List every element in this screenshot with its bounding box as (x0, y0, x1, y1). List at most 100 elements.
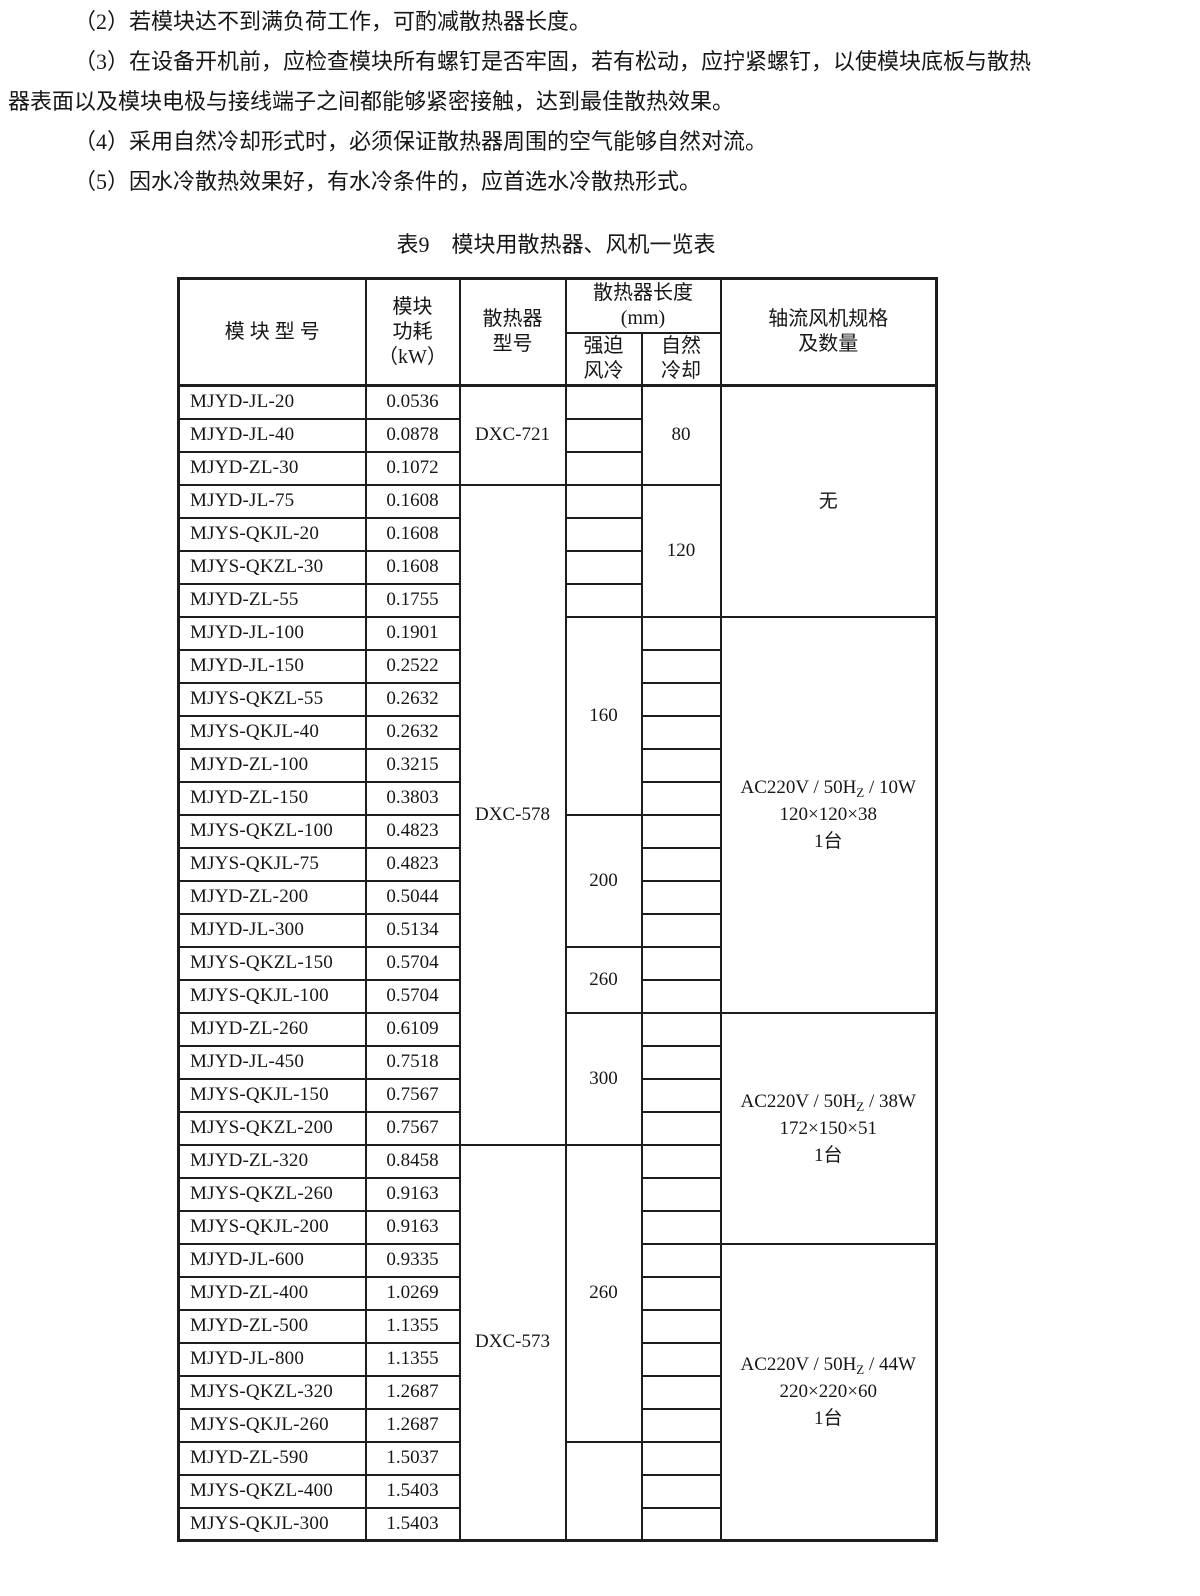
header-line: 模块 (392, 295, 433, 318)
header-line: 冷却 (661, 360, 701, 382)
cell-natural-cooling-length (640, 1110, 722, 1146)
cell-module-power: 1.0269 (364, 1275, 461, 1311)
header-line: 及数量 (798, 333, 859, 355)
header-line: 散热器 (482, 308, 543, 330)
cell-module-power: 0.3215 (364, 747, 461, 783)
cell-heatsink-model: DXC-573 (458, 1143, 567, 1542)
header-forced-air: 强迫 风冷 (564, 332, 643, 387)
table-row: MJYS-QKJL-200 0.9163 (177, 1209, 937, 1245)
cell-natural-cooling-length (640, 1176, 722, 1212)
table-row: MJYD-JL-150 0.2522 (177, 648, 937, 684)
table-row: MJYD-JL-75 0.1608 DXC-578 120 (177, 483, 937, 1146)
cell-natural-cooling-length (640, 1308, 722, 1344)
table-caption: 表9 模块用散热器、风机一览表 (396, 232, 716, 257)
fan-spec-line: AC220V / 50HZ / 10W (723, 774, 935, 801)
cell-fan-spec: AC220V / 50HZ / 44W 220×220×60 1台 (719, 1242, 938, 1542)
hz-subscript: Z (856, 1098, 865, 1114)
cell-module-power: 0.2632 (364, 714, 461, 750)
cell-forced-air-length: 260 (564, 1143, 643, 1443)
header-line: 风冷 (583, 360, 624, 382)
table-row: MJYS-QKJL-150 0.7567 (177, 1077, 937, 1113)
fan-spec-text: / 10W (864, 777, 916, 798)
table-row: MJYD-ZL-200 0.5044 (177, 879, 937, 915)
cell-module-power: 0.4823 (364, 813, 461, 849)
fan-spec-text: AC220V / 50H (740, 1090, 857, 1112)
cell-module-power: 0.2632 (364, 681, 461, 717)
header-line: 散热器长度 (593, 282, 693, 304)
cell-natural-cooling-length (640, 1242, 722, 1278)
cell-fan-spec: AC220V / 50HZ / 10W 120×120×38 1台 (719, 615, 938, 1014)
cell-forced-air-length: 260 (564, 945, 643, 1014)
cell-module-model: MJYD-JL-75 (177, 483, 367, 519)
cell-forced-air-length: 300 (564, 1011, 643, 1146)
fan-spec-line: 1台 (813, 831, 843, 852)
table-row: MJYD-ZL-100 0.3215 (177, 747, 937, 783)
cell-module-model: MJYD-JL-20 (177, 384, 367, 420)
cell-natural-cooling-length (640, 714, 722, 750)
table-row: MJYD-JL-40 0.0878 (177, 417, 937, 453)
fan-spec-line: 1台 (813, 1408, 843, 1430)
table-row: MJYD-ZL-55 0.1755 (177, 582, 937, 618)
cell-forced-air-length (564, 516, 643, 552)
paragraph-4-line: （4）采用自然冷却形式时，必须保证散热器周围的空气能够自然对流。 (74, 129, 768, 154)
cell-module-model: MJYD-ZL-320 (177, 1143, 367, 1179)
cell-module-power: 1.5403 (364, 1506, 461, 1542)
cell-fan-spec: AC220V / 50HZ / 38W 172×150×51 1台 (719, 1011, 938, 1245)
cell-module-power: 1.5403 (364, 1473, 461, 1509)
header-line: (mm) (620, 307, 666, 329)
cell-module-model: MJYS-QKZL-260 (177, 1176, 367, 1212)
header-fan-spec: 轴流风机规格 及数量 (719, 277, 938, 387)
cell-forced-air-length: 160 (564, 615, 643, 816)
cell-module-power: 0.7567 (364, 1110, 461, 1146)
cell-module-model: MJYD-ZL-260 (177, 1011, 367, 1047)
cell-module-power: 0.1608 (364, 549, 461, 585)
cell-module-power: 0.5704 (364, 978, 461, 1014)
cell-module-power: 0.6109 (364, 1011, 461, 1047)
cell-module-power: 0.3803 (364, 780, 461, 816)
table-row: MJYS-QKZL-260 0.9163 (177, 1176, 937, 1212)
cell-module-model: MJYS-QKZL-55 (177, 681, 367, 717)
cell-natural-cooling-length (640, 978, 722, 1014)
fan-spec-line: AC220V / 50HZ / 44W (723, 1351, 935, 1378)
header-line: （kW） (378, 345, 447, 368)
cell-forced-air-length (564, 384, 643, 420)
header-line: 功耗 (392, 320, 433, 343)
cell-natural-cooling-length (640, 846, 722, 882)
table-row: MJYD-ZL-590 1.5037 (177, 1440, 937, 1542)
table-row: MJYD-ZL-150 0.3803 (177, 780, 937, 816)
paragraph-3-line-1: （3）在设备开机前，应检查模块所有螺钉是否牢固，若有松动，应拧紧螺钉，以使模块底… (74, 49, 1032, 74)
cell-module-power: 0.1608 (364, 516, 461, 552)
cell-forced-air-length (564, 582, 643, 618)
cell-module-power: 0.4823 (364, 846, 461, 882)
table-header: 模 块 型 号 模块 功耗 （kW） 散热器 型号 散热器长度 (mm) 轴流风… (177, 277, 938, 387)
cell-natural-cooling-length (640, 1506, 722, 1542)
fan-spec-text: AC220V / 50H (740, 777, 857, 798)
table-row: MJYS-QKZL-200 0.7567 (177, 1110, 937, 1146)
cell-natural-cooling-length (640, 1473, 722, 1509)
table-row: MJYS-QKZL-30 0.1608 (177, 549, 937, 585)
table-row: MJYS-QKZL-100 0.4823 200 (177, 813, 937, 948)
header-heatsink-length: 散热器长度 (mm) (564, 277, 722, 334)
fan-spec-line: 1台 (813, 1144, 843, 1166)
cell-natural-cooling-length (640, 912, 722, 948)
body-text: （2）若模块达不到满负荷工作，可酌减散热器长度。 （3）在设备开机前，应检查模块… (8, 2, 1158, 202)
cell-forced-air-length (564, 549, 643, 585)
cell-natural-cooling-length (640, 1143, 722, 1179)
cell-module-power: 0.7567 (364, 1077, 461, 1113)
table-row: MJYD-ZL-260 0.6109 300 AC220V / 50HZ / 38W 1… (177, 1011, 938, 1245)
table-row: MJYD-JL-450 0.7518 (177, 1044, 937, 1080)
cell-module-power: 0.1755 (364, 582, 461, 618)
cell-module-power: 1.2687 (364, 1374, 461, 1410)
cell-module-power: 0.5134 (364, 912, 461, 948)
cell-natural-cooling-length (640, 1407, 722, 1443)
header-row-1: 模 块 型 号 模块 功耗 （kW） 散热器 型号 散热器长度 (mm) 轴流风… (177, 277, 938, 387)
cell-natural-cooling-length (640, 1275, 722, 1311)
cell-module-model: MJYD-ZL-500 (177, 1308, 367, 1344)
fan-spec-text: / 38W (864, 1090, 916, 1112)
cell-module-model: MJYS-QKZL-100 (177, 813, 367, 849)
cell-module-model: MJYD-JL-600 (177, 1242, 367, 1278)
fan-spec-line: AC220V / 50HZ / 38W (723, 1088, 935, 1115)
cell-heatsink-model: DXC-578 (458, 483, 567, 1146)
fan-spec-line: 120×120×38 (779, 804, 877, 825)
cell-natural-cooling-length (640, 1209, 722, 1245)
